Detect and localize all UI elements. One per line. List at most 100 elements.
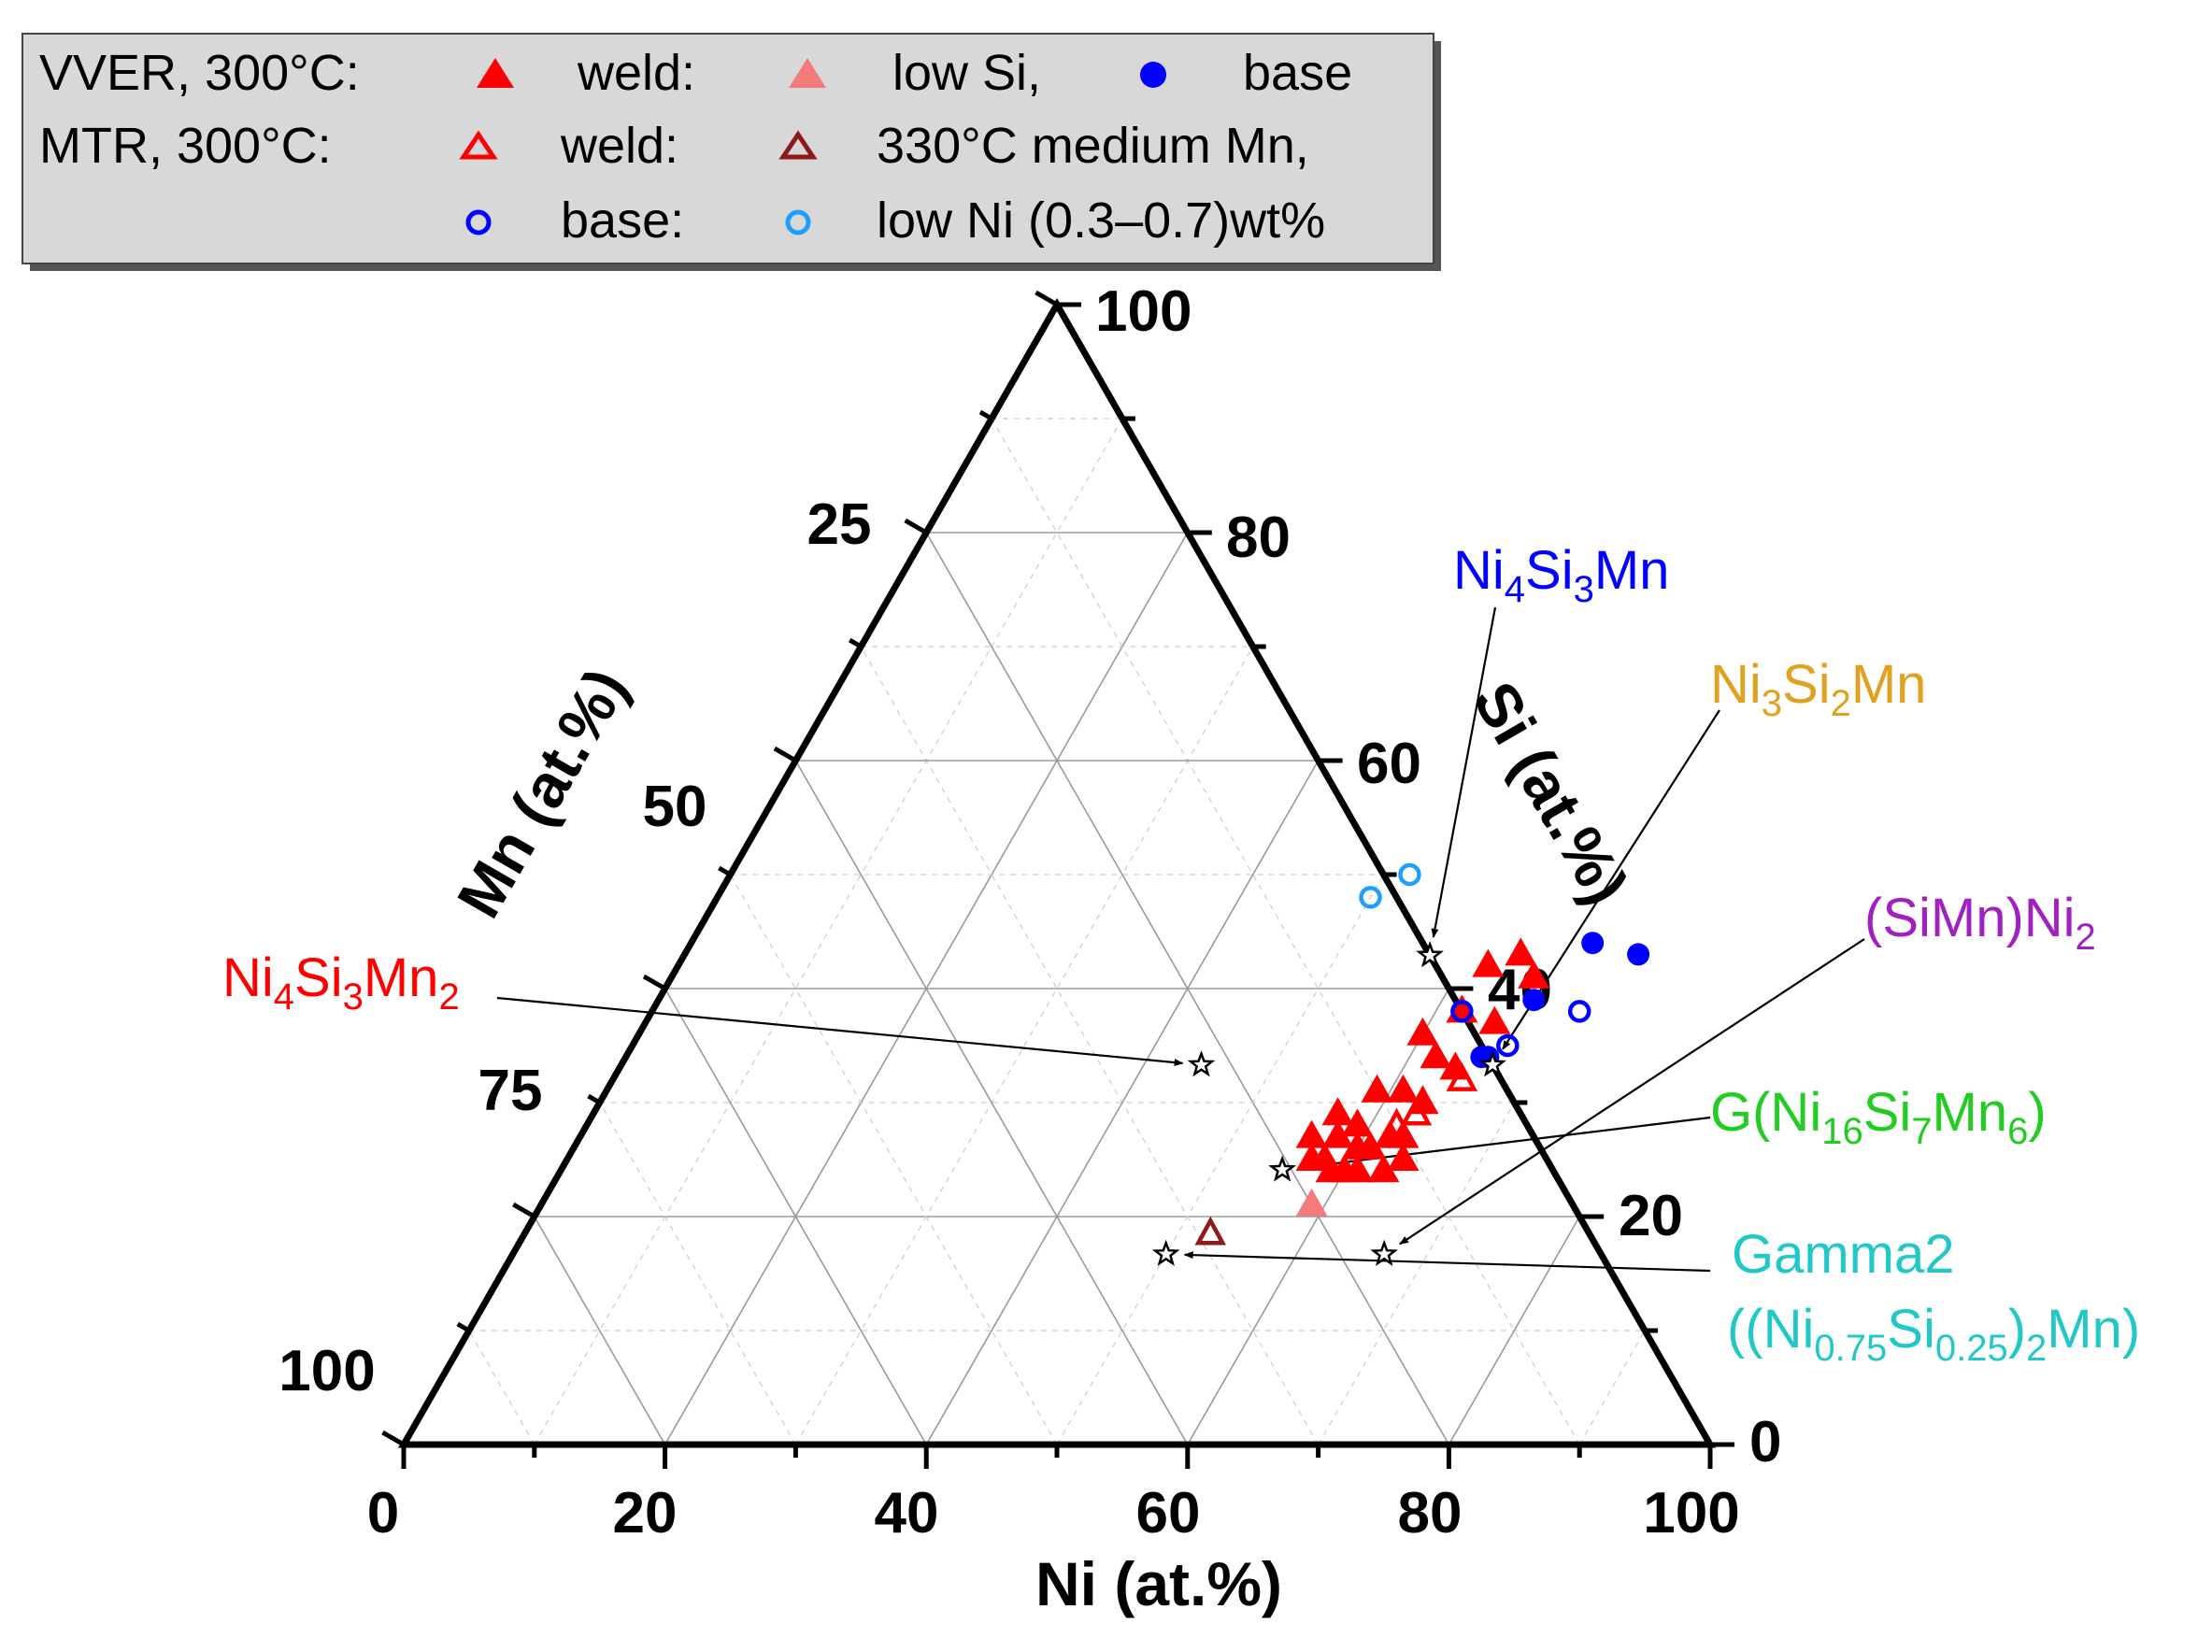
point-mtr-weld-3	[1380, 1107, 1413, 1137]
grid-line-ni-40	[925, 760, 1320, 1446]
point-mtr-weld-0	[1446, 1061, 1478, 1091]
legend-mtr-base-marker	[465, 209, 492, 235]
phase-label-simnni2: (SiMn)Ni2	[1864, 888, 2096, 958]
mn-tick-75: 75	[478, 1059, 543, 1123]
phase-label-ni3si2mn: Ni3Si2Mn	[1710, 654, 1926, 724]
point-vver-weld-2	[1518, 960, 1550, 989]
tick-mn-70	[587, 1093, 601, 1105]
point-mtr-low-ni-0-3-0-7-wt--0	[1359, 886, 1382, 909]
right-tick-labels: 0 20 40 60 80 100	[1095, 279, 1781, 1474]
point-vver-weld-3	[1446, 994, 1478, 1023]
point-mtr-weld-2	[1400, 1096, 1433, 1126]
tick-mn-90	[456, 1321, 471, 1333]
si-tick-80: 80	[1226, 506, 1291, 570]
ni-tick-60: 60	[1136, 1481, 1201, 1545]
phase-stars	[1151, 940, 1507, 1266]
legend-vver-base-marker	[1140, 62, 1166, 88]
ni-tick-0: 0	[367, 1481, 399, 1545]
grid-line-ni-80	[1448, 1216, 1580, 1446]
grid-line-mn-50	[729, 874, 1058, 1446]
tick-mn-60	[642, 974, 666, 991]
point-vver-base-1	[1627, 943, 1650, 966]
grid-line-ni-50	[1056, 874, 1385, 1446]
arrow--simn-ni2	[1399, 938, 1865, 1246]
legend-mtr-lowni-text: low Ni (0.3–0.7)wt%	[877, 192, 1325, 249]
left-tick-labels: 25 50 75 100	[278, 492, 871, 1403]
phase-star--simn-ni2	[1370, 1239, 1399, 1266]
legend-mtr-label: MTR, 300°C:	[39, 118, 332, 174]
point-vver-weld-13	[1321, 1097, 1354, 1126]
phase-label-g-phase: G(Ni16Si7Mn6)	[1710, 1082, 2047, 1152]
grid-line-ni-70	[1318, 1102, 1515, 1446]
legend-vver-weld-marker	[477, 58, 514, 88]
grid-line-mn-80	[534, 1216, 666, 1446]
ternary-ticks	[381, 290, 1734, 1469]
tick-mn-30	[848, 637, 863, 649]
grid-line-mn-40	[794, 760, 1189, 1446]
legend-vver-weld-text: weld:	[577, 45, 695, 101]
phase-star-ni4si3mn	[1416, 940, 1444, 968]
tick-mn-100	[381, 1430, 406, 1447]
legend-vver-base-text: base	[1243, 45, 1352, 101]
legend: VVER, 300°C: weld: low Si, base MTR, 300…	[21, 33, 1441, 271]
mn-tick-50: 50	[643, 775, 707, 839]
ternary-grid	[468, 418, 1646, 1446]
si-tick-100: 100	[1095, 279, 1192, 344]
ni-tick-80: 80	[1398, 1481, 1463, 1545]
point-mtr-base-2	[1567, 1000, 1591, 1023]
phase-star-ni3si2mn	[1478, 1050, 1507, 1077]
grid-line-mn-90	[468, 1330, 535, 1446]
phase-label-ni4si3mn2: Ni4Si3Mn2	[222, 947, 460, 1018]
ni-axis-title: Ni (at.%)	[1035, 1549, 1282, 1618]
point-vver-weld-4	[1478, 1005, 1511, 1034]
tick-mn-80	[512, 1202, 536, 1219]
legend-vver-lowsi-marker	[789, 58, 826, 88]
tick-mn-50	[718, 865, 732, 877]
mn-axis-title: Mn (at.%)	[444, 657, 641, 929]
tick-mn-20	[904, 518, 928, 535]
grid-line-ni-10	[534, 418, 1123, 1446]
point-vver-weld-16	[1354, 1131, 1387, 1160]
point-mtr-base-0	[1450, 1000, 1474, 1023]
legend-box	[21, 33, 1434, 264]
phase-labels: Ni4Si3Mn Ni3Si2Mn (SiMn)Ni2 G(Ni16Si7Mn6…	[222, 540, 2140, 1369]
mn-tick-100: 100	[278, 1339, 375, 1403]
arrow-gamma2-ni0-75si0-25-2mn-	[1183, 1251, 1711, 1273]
point-mtr-330-c-medium-mn-0	[1194, 1216, 1227, 1246]
phase-label-gamma2-formula: ((Ni0.75Si0.25)2Mn)	[1727, 1299, 2140, 1369]
point-vver-base-2	[1522, 989, 1546, 1012]
tick-mn-10	[978, 409, 993, 421]
ni-tick-40: 40	[875, 1481, 939, 1545]
point-vver-weld-6	[1420, 1040, 1452, 1069]
legend-mtr-330-marker	[778, 130, 818, 160]
point-vver-base-0	[1581, 932, 1605, 955]
si-tick-20: 20	[1619, 1184, 1683, 1248]
point-vver-weld-8	[1361, 1074, 1393, 1103]
phase-star-ni4si3mn2	[1187, 1050, 1216, 1077]
si-axis-title: Si (at.%)	[1461, 670, 1642, 915]
point-vver-low-si-0	[1295, 1188, 1328, 1217]
grid-line-ni-90	[1578, 1330, 1646, 1446]
legend-vver-lowsi-text: low Si,	[892, 45, 1041, 101]
point-mtr-base-1	[1496, 1033, 1520, 1058]
point-mtr-low-ni-0-3-0-7-wt--1	[1398, 862, 1421, 887]
grid-line-ni-30	[794, 646, 1254, 1446]
point-vver-weld-23	[1367, 1154, 1400, 1183]
phase-star-g-ni16si7mn6-	[1268, 1155, 1297, 1182]
point-vver-weld-14	[1341, 1108, 1374, 1137]
point-vver-weld-11	[1321, 1119, 1354, 1148]
legend-mtr-weld-marker	[459, 130, 498, 160]
bottom-tick-labels: 0 20 40 60 80 100	[367, 1481, 1740, 1545]
point-vver-weld-0	[1472, 948, 1505, 977]
si-tick-60: 60	[1357, 732, 1421, 796]
legend-mtr-weld-text: weld:	[560, 118, 678, 174]
phase-label-ni4si3mn: Ni4Si3Mn	[1453, 540, 1669, 610]
grid-line-mn-60	[664, 988, 927, 1446]
mn-tick-25: 25	[807, 492, 872, 557]
legend-vver-label: VVER, 300°C:	[39, 45, 360, 101]
point-vver-weld-25	[1295, 1119, 1328, 1148]
point-vver-weld-5	[1406, 1017, 1439, 1046]
arrow-ni4si3mn	[1431, 606, 1497, 938]
point-vver-weld-22	[1341, 1154, 1374, 1183]
